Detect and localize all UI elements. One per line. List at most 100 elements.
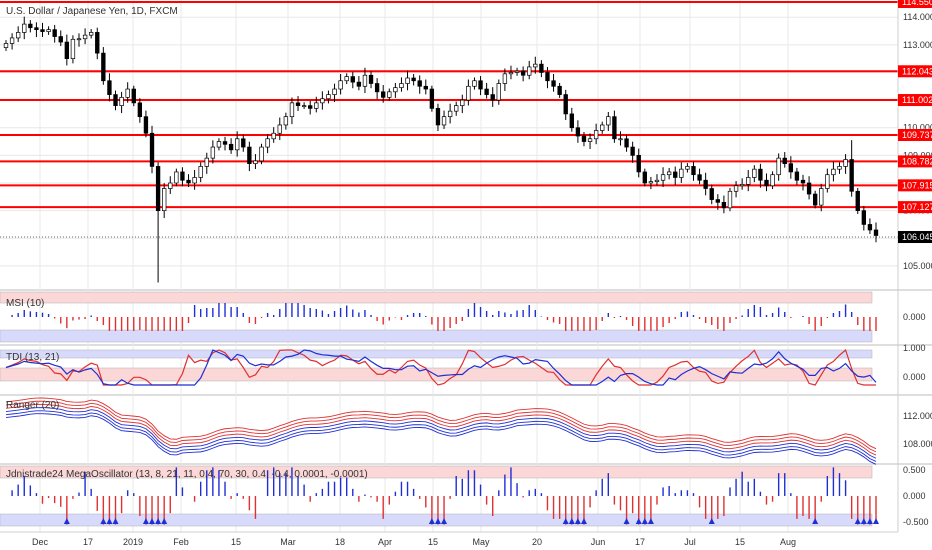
indicator-band xyxy=(0,465,873,479)
candle-body xyxy=(222,141,228,145)
candle-body xyxy=(624,138,629,148)
ranger-line xyxy=(5,400,877,453)
chart-title: U.S. Dollar / Japanese Yen, 1D, FXCM xyxy=(6,6,178,17)
level-label: 112.043 xyxy=(902,66,932,76)
ranger-tick: 108.000 xyxy=(903,439,932,449)
buy-signal-marker xyxy=(568,518,575,524)
candle-body xyxy=(867,224,873,231)
buy-signal-marker xyxy=(106,518,113,524)
buy-signal-marker xyxy=(854,518,861,524)
buy-signal-marker xyxy=(112,518,119,524)
level-tag xyxy=(898,94,932,107)
candle-body xyxy=(411,77,416,82)
level-tag xyxy=(898,0,932,8)
buy-signal-marker xyxy=(641,518,648,524)
buy-signal-marker xyxy=(647,518,654,524)
grid xyxy=(0,0,932,532)
buy-signal-marker xyxy=(812,518,819,524)
candle-body xyxy=(210,146,216,159)
buy-signal-marker xyxy=(155,518,162,524)
candle-body xyxy=(800,179,806,184)
candle-body xyxy=(3,43,9,48)
candle-body xyxy=(125,88,130,98)
x-tick-label: Feb xyxy=(173,537,189,547)
candle-body xyxy=(770,174,775,187)
x-tick-label: May xyxy=(472,537,490,547)
candle-body xyxy=(149,132,155,167)
candle-body xyxy=(34,27,39,30)
x-tick-label: 18 xyxy=(335,537,345,547)
indicator-band xyxy=(0,513,873,527)
ranger-line xyxy=(5,413,877,465)
candle-body xyxy=(837,166,842,170)
candle-body xyxy=(88,32,94,36)
level-tag xyxy=(898,65,932,78)
buy-signal-marker xyxy=(635,518,642,524)
candle-body xyxy=(648,181,654,184)
x-tick-label: Jul xyxy=(684,537,696,547)
candle-body xyxy=(466,85,471,101)
candle-body xyxy=(198,166,203,178)
tdi-tick: 1.000 xyxy=(903,343,926,353)
candle-body xyxy=(332,88,337,95)
msi-tick: 0.000 xyxy=(903,312,926,322)
candle-body xyxy=(527,66,532,76)
candle-body xyxy=(454,105,459,112)
candle-body xyxy=(131,88,136,104)
ranger-tick: 112.000 xyxy=(903,411,932,421)
candle-body xyxy=(673,171,678,178)
panel-titles: U.S. Dollar / Japanese Yen, 1D, FXCM MSI… xyxy=(6,6,368,480)
candle-body xyxy=(581,135,587,142)
candle-body xyxy=(782,157,787,165)
candle-body xyxy=(119,96,124,106)
horizontal-levels xyxy=(0,1,898,238)
candle-body xyxy=(283,116,289,126)
candle-body xyxy=(557,85,562,95)
candle-body xyxy=(806,182,812,195)
y-tick-label: 105.000 xyxy=(903,261,932,271)
candle-body xyxy=(508,72,514,75)
buy-signal-marker xyxy=(860,518,867,524)
candle-body xyxy=(393,87,398,93)
candle-body xyxy=(253,160,258,165)
candle-body xyxy=(381,91,386,98)
candle-body xyxy=(545,72,550,82)
buy-signal-marker xyxy=(441,518,448,524)
candle-body xyxy=(520,70,526,76)
current-price-tag xyxy=(898,231,932,244)
candle-body xyxy=(387,91,392,98)
tdi-line-slow xyxy=(5,349,877,386)
candle-body xyxy=(362,74,368,87)
candle-body xyxy=(374,83,380,93)
candle-body xyxy=(435,108,441,126)
candle-body xyxy=(22,23,27,33)
candle-body xyxy=(186,179,191,184)
ranger-line xyxy=(5,407,877,459)
candle-body xyxy=(764,179,769,187)
candle-body xyxy=(721,201,727,209)
candle-body xyxy=(192,177,197,184)
candle-body xyxy=(417,80,422,87)
indicator-band xyxy=(0,291,873,304)
candle-body xyxy=(861,210,867,225)
candle-body xyxy=(40,29,45,32)
oscillator-title: Jdnistrade24 MegaOscillator (13, 8, 21, … xyxy=(6,469,368,480)
y-tick-label: 113.000 xyxy=(903,40,932,50)
candle-body xyxy=(271,132,276,140)
x-tick-label: 20 xyxy=(532,537,542,547)
oscillator-tick: -0.500 xyxy=(903,517,929,527)
candle-body xyxy=(733,185,739,192)
buy-signal-marker xyxy=(866,518,873,524)
candle-body xyxy=(356,81,362,87)
candle-body xyxy=(350,76,355,83)
x-tick-label: 17 xyxy=(635,537,645,547)
candle-body xyxy=(776,157,781,176)
oscillator-tick: 0.000 xyxy=(903,491,926,501)
y-tick-label: 114.000 xyxy=(903,12,932,22)
x-tick-label: Dec xyxy=(32,537,49,547)
candle-body xyxy=(247,146,252,165)
candle-body xyxy=(235,138,240,151)
candle-body xyxy=(399,83,404,89)
